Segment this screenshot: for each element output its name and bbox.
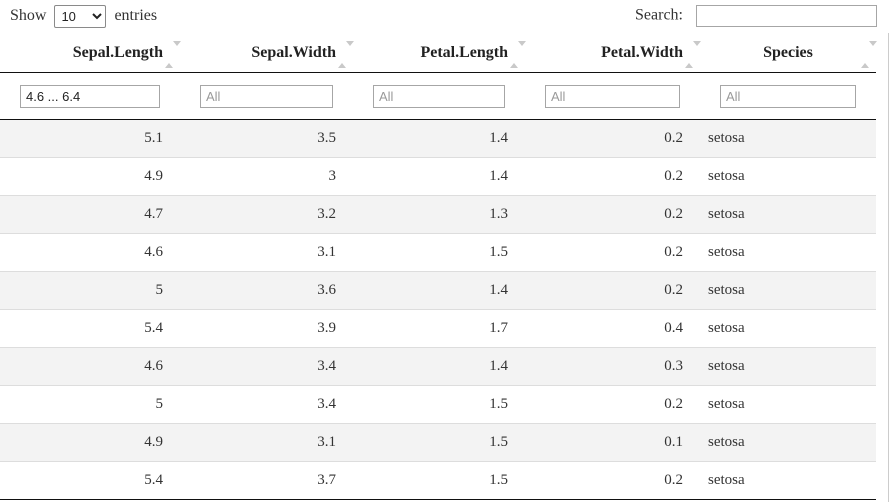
cell-species: setosa bbox=[700, 195, 876, 234]
cell-petal-length: 1.7 bbox=[353, 309, 525, 348]
cell-sepal-width: 3.4 bbox=[180, 347, 353, 386]
filter-cell-petal-width bbox=[525, 72, 700, 120]
cell-sepal-length: 4.6 bbox=[0, 233, 180, 272]
filter-input-petal-length[interactable] bbox=[373, 85, 505, 108]
cell-species: setosa bbox=[700, 461, 876, 500]
cell-sepal-length: 4.7 bbox=[0, 195, 180, 234]
cell-sepal-width: 3.6 bbox=[180, 271, 353, 310]
table-row[interactable]: 5.1 3.5 1.4 0.2 setosa bbox=[0, 119, 876, 158]
cell-petal-length: 1.4 bbox=[353, 347, 525, 386]
cell-petal-width: 0.1 bbox=[525, 423, 700, 462]
cell-petal-width: 0.2 bbox=[525, 233, 700, 272]
column-header-label: Petal.Length bbox=[420, 44, 508, 61]
cell-petal-width: 0.2 bbox=[525, 271, 700, 310]
table-row[interactable]: 4.6 3.1 1.5 0.2 setosa bbox=[0, 233, 876, 272]
cell-petal-width: 0.2 bbox=[525, 157, 700, 196]
cell-petal-length: 1.5 bbox=[353, 385, 525, 424]
column-header-label: Sepal.Length bbox=[72, 44, 163, 61]
table-row[interactable]: 5.4 3.7 1.5 0.2 setosa bbox=[0, 461, 876, 500]
cell-petal-width: 0.3 bbox=[525, 347, 700, 386]
cell-petal-length: 1.4 bbox=[489, 130, 508, 146]
column-header-petal-width[interactable]: Petal.Width bbox=[525, 33, 701, 73]
filter-input-species[interactable] bbox=[720, 85, 856, 108]
cell-species: setosa bbox=[700, 385, 876, 424]
column-header-sepal-length[interactable]: Sepal.Length bbox=[0, 33, 181, 73]
table-row[interactable]: 5 3.4 1.5 0.2 setosa bbox=[0, 385, 876, 424]
table-row[interactable]: 5 3.6 1.4 0.2 setosa bbox=[0, 271, 876, 310]
filter-cell-petal-length bbox=[353, 72, 525, 120]
cell-species: setosa bbox=[700, 309, 876, 348]
table-controls: Show 10 entries Search: bbox=[0, 0, 892, 33]
filter-input-sepal-width[interactable] bbox=[200, 85, 333, 108]
cell-petal-length: 1.4 bbox=[353, 157, 525, 196]
table-row[interactable]: 4.6 3.4 1.4 0.3 setosa bbox=[0, 347, 876, 386]
entries-label: entries bbox=[114, 7, 158, 25]
page-length-control: Show 10 entries bbox=[10, 5, 157, 28]
cell-sepal-length: 4.9 bbox=[0, 157, 180, 196]
cell-sepal-width: 3.7 bbox=[180, 461, 353, 500]
cell-petal-length: 1.5 bbox=[353, 461, 525, 500]
cell-sepal-width: 3.5 bbox=[317, 130, 336, 146]
cell-petal-length: 1.3 bbox=[353, 195, 525, 234]
sort-icon[interactable] bbox=[861, 40, 877, 68]
filter-input-petal-width[interactable] bbox=[545, 85, 680, 108]
cell-petal-width: 0.2 bbox=[664, 130, 683, 146]
cell-species: setosa bbox=[700, 233, 876, 272]
cell-species: setosa bbox=[700, 157, 876, 196]
table-row[interactable]: 5.4 3.9 1.7 0.4 setosa bbox=[0, 309, 876, 348]
column-header-label: Petal.Width bbox=[601, 44, 683, 61]
cell-sepal-length: 4.6 bbox=[0, 347, 180, 386]
pane-edge-divider bbox=[888, 33, 889, 502]
filter-input-sepal-length[interactable] bbox=[20, 85, 160, 108]
cell-sepal-width: 3.2 bbox=[180, 195, 353, 234]
sort-icon[interactable] bbox=[165, 40, 181, 68]
cell-sepal-width: 3.1 bbox=[180, 423, 353, 462]
cell-sepal-length: 4.9 bbox=[0, 423, 180, 462]
cell-petal-width: 0.2 bbox=[525, 385, 700, 424]
column-header-sepal-width[interactable]: Sepal.Width bbox=[180, 33, 354, 73]
cell-sepal-length: 5.4 bbox=[0, 461, 180, 500]
header-row: Sepal.Length Sepal.Width Petal.Length Pe… bbox=[0, 33, 877, 73]
cell-sepal-width: 3.9 bbox=[180, 309, 353, 348]
cell-petal-width: 0.4 bbox=[525, 309, 700, 348]
table-header: Sepal.Length Sepal.Width Petal.Length Pe… bbox=[0, 33, 877, 120]
table-row[interactable]: 4.7 3.2 1.3 0.2 setosa bbox=[0, 195, 876, 234]
sort-icon[interactable] bbox=[685, 40, 701, 68]
sort-icon[interactable] bbox=[510, 40, 526, 68]
column-filter-row bbox=[0, 72, 876, 120]
page-length-select[interactable]: 10 bbox=[54, 5, 107, 28]
table-body: 5.1 3.5 1.4 0.2 setosa 4.9 3 1.4 0.2 setosa 4.7 3.2… bbox=[0, 119, 876, 500]
column-header-label: Species bbox=[763, 44, 813, 61]
cell-species: setosa bbox=[700, 271, 876, 310]
cell-petal-width: 0.2 bbox=[525, 461, 700, 500]
search-label: Search: bbox=[635, 6, 683, 24]
cell-sepal-width: 3.1 bbox=[180, 233, 353, 272]
cell-sepal-length: 5.4 bbox=[0, 309, 180, 348]
cell-species: setosa bbox=[708, 130, 745, 146]
cell-petal-length: 1.5 bbox=[353, 423, 525, 462]
cell-petal-length: 1.4 bbox=[353, 271, 525, 310]
cell-petal-width: 0.2 bbox=[525, 195, 700, 234]
table-row[interactable]: 4.9 3 1.4 0.2 setosa bbox=[0, 157, 876, 196]
table-row[interactable]: 4.9 3.1 1.5 0.1 setosa bbox=[0, 423, 876, 462]
search-control: Search: bbox=[635, 5, 877, 27]
cell-species: setosa bbox=[700, 347, 876, 386]
show-label: Show bbox=[10, 7, 47, 25]
filter-cell-species bbox=[700, 72, 876, 120]
cell-sepal-length: 5 bbox=[0, 271, 180, 310]
column-header-petal-length[interactable]: Petal.Length bbox=[353, 33, 526, 73]
cell-petal-length: 1.5 bbox=[353, 233, 525, 272]
column-header-species[interactable]: Species bbox=[700, 33, 877, 73]
column-header-label: Sepal.Width bbox=[251, 44, 336, 61]
cell-species: setosa bbox=[700, 423, 876, 462]
cell-sepal-width: 3.4 bbox=[180, 385, 353, 424]
filter-cell-sepal-length bbox=[0, 72, 180, 120]
iris-data-table: Sepal.Length Sepal.Width Petal.Length Pe… bbox=[0, 33, 877, 500]
filter-cell-sepal-width bbox=[180, 72, 353, 120]
sort-icon[interactable] bbox=[338, 40, 354, 68]
cell-sepal-width: 3 bbox=[180, 157, 353, 196]
cell-sepal-length: 5 bbox=[0, 385, 180, 424]
cell-sepal-length: 5.1 bbox=[144, 130, 163, 146]
search-input[interactable] bbox=[696, 5, 877, 27]
